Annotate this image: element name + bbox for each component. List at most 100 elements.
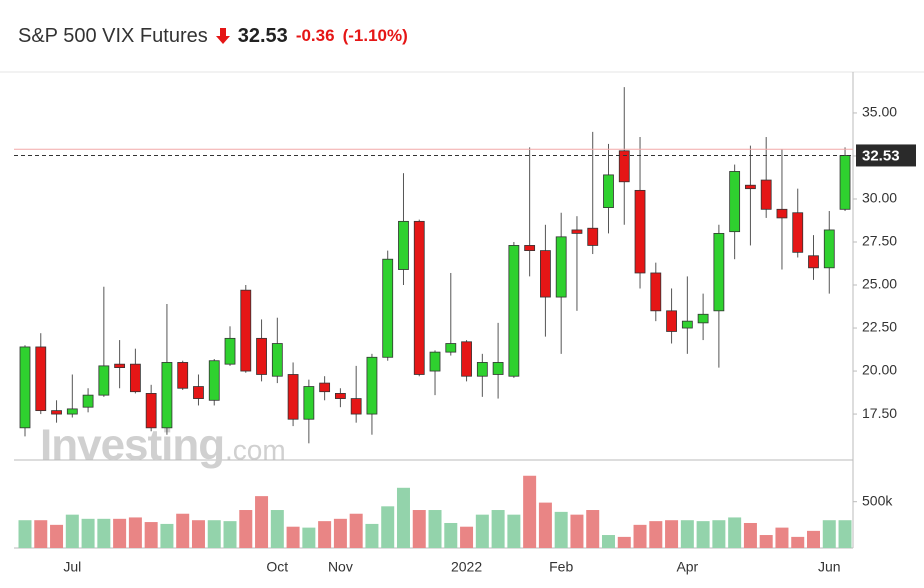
volume-bar	[113, 518, 127, 548]
candle-body	[303, 386, 315, 420]
volume-bar	[333, 518, 347, 548]
volume-bar	[601, 535, 615, 548]
candle-body	[650, 272, 662, 312]
candle-body	[429, 351, 441, 372]
candle-body	[839, 155, 851, 210]
volume-bar	[460, 526, 474, 548]
candle-body	[208, 360, 220, 401]
volume-bar	[554, 511, 568, 548]
x-tick-label: Feb	[549, 559, 573, 575]
change: -0.36	[295, 26, 335, 45]
candle-body	[114, 363, 126, 369]
candle-body	[555, 236, 567, 298]
candle-body	[334, 393, 346, 399]
candle-body	[256, 337, 267, 375]
volume-bar	[349, 513, 363, 548]
volume-bar	[538, 502, 552, 548]
candle-body	[729, 171, 741, 233]
volume-bar	[507, 514, 521, 548]
candle-body	[476, 362, 488, 377]
volume-tick-label: 500k	[862, 492, 893, 508]
candle-body	[603, 174, 614, 208]
volume-bar	[444, 522, 458, 548]
volume-bar	[475, 514, 489, 548]
volume-bar	[50, 524, 64, 548]
candle-body	[240, 289, 252, 372]
volume-bar	[617, 536, 631, 548]
candle-body	[587, 227, 599, 246]
candle-body	[287, 374, 299, 420]
candle-body	[82, 394, 94, 408]
y-tick-label: 27.50	[862, 233, 897, 249]
y-tick-label: 20.00	[862, 362, 897, 378]
volume-bar	[286, 526, 300, 548]
candle-body	[366, 356, 378, 415]
volume-bar	[633, 524, 647, 548]
volume-bar	[128, 517, 142, 548]
volume-bar	[365, 523, 379, 548]
last-price-box	[856, 144, 916, 167]
volume-bar	[665, 520, 679, 548]
candle-body	[51, 410, 62, 415]
volume-bar	[759, 535, 773, 548]
candle-body	[461, 341, 472, 377]
candle-body	[193, 386, 204, 399]
x-tick-label: Oct	[266, 559, 288, 575]
y-tick-label: 35.00	[862, 104, 897, 120]
volume-bar	[65, 514, 79, 548]
volume-bar	[586, 510, 600, 548]
candle-body	[571, 229, 583, 234]
volume-bar	[491, 510, 505, 548]
volume-bar	[743, 522, 757, 548]
volume-bar	[191, 520, 205, 548]
x-tick-label: Nov	[328, 559, 353, 575]
volume-bar	[712, 520, 726, 548]
watermark: Investing	[40, 421, 224, 470]
candle-body	[540, 250, 551, 298]
title: S&P 500 VIX Futures	[18, 24, 208, 47]
candle-body	[35, 346, 47, 412]
volume-bar	[144, 522, 158, 548]
volume-bar	[791, 536, 805, 548]
x-tick-label: Jul	[63, 559, 81, 575]
volume-bar	[97, 518, 111, 548]
header: S&P 500 VIX Futures 32.53 -0.36 (-1.10%)	[18, 22, 408, 50]
candle-body	[350, 398, 362, 415]
candle-body	[634, 189, 646, 274]
candle-body	[713, 232, 725, 312]
x-tick-label: 2022	[451, 559, 482, 575]
candle-body	[681, 320, 693, 329]
candle-body	[492, 362, 504, 375]
candle-body	[19, 346, 31, 429]
candle-body	[745, 184, 756, 190]
candle-body	[697, 313, 709, 324]
volume-bar	[728, 517, 742, 548]
volume-bar	[523, 475, 537, 548]
candle-body	[145, 393, 157, 429]
last-price: 32.53	[237, 24, 288, 47]
candle-body	[413, 220, 425, 375]
volume-bar	[649, 521, 663, 548]
volume-bar	[807, 530, 820, 548]
candle-body	[161, 362, 173, 429]
candle-body	[445, 343, 457, 353]
candle-body	[398, 220, 409, 270]
candle-body	[760, 179, 772, 210]
candle-body	[508, 245, 520, 377]
x-tick-label: Jun	[818, 559, 841, 575]
volume-bar	[239, 510, 253, 548]
volume-bar	[18, 520, 32, 548]
candle-body	[98, 365, 110, 396]
candle-body	[271, 343, 283, 377]
candle-body	[524, 245, 536, 252]
candle-body	[224, 337, 236, 365]
candle-body	[666, 310, 677, 332]
x-tick-label: Apr	[676, 559, 698, 575]
volume-bar	[81, 518, 95, 548]
candle-body	[129, 363, 141, 393]
volume-bar	[680, 520, 694, 548]
volume-bar	[160, 523, 174, 548]
volume-bar	[775, 527, 789, 548]
candle-body	[776, 208, 788, 219]
